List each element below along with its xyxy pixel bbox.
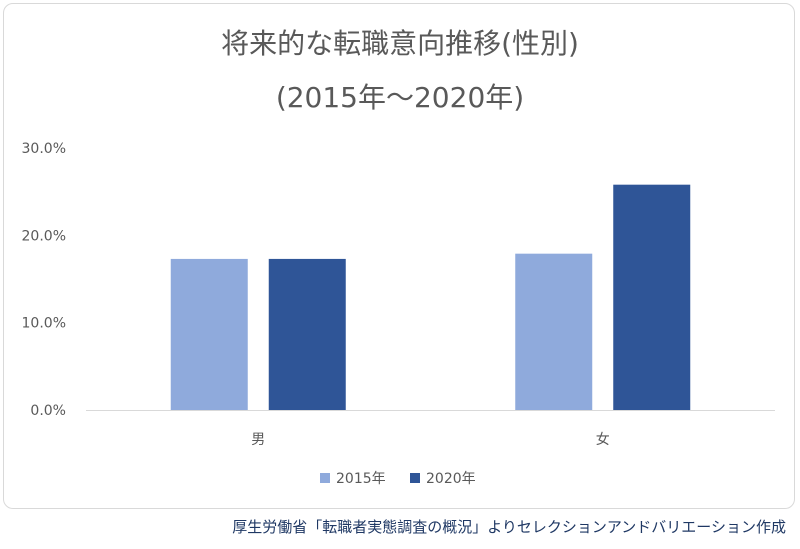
- y-tick-label: 30.0%: [22, 141, 66, 157]
- x-category-label: 女: [596, 431, 610, 448]
- bar: [613, 184, 691, 410]
- legend-label: 2015年: [336, 471, 386, 487]
- source-note: 厚生労働省「転職者実態調査の概況」よりセレクションアンドバリエーション作成: [232, 518, 786, 536]
- chart-title-line1: 将来的な転職意向推移(性別): [221, 27, 579, 60]
- y-tick-label: 0.0%: [30, 403, 66, 419]
- y-tick-label: 20.0%: [22, 228, 66, 244]
- chart-title-line2: (2015年～2020年): [275, 81, 525, 114]
- legend-label: 2020年: [426, 471, 476, 487]
- x-category-label: 男: [251, 432, 265, 448]
- bar: [170, 258, 248, 410]
- legend-swatch: [410, 473, 420, 483]
- y-tick-label: 10.0%: [22, 316, 66, 332]
- bar: [515, 253, 593, 410]
- bar: [268, 258, 346, 410]
- legend-swatch: [320, 473, 330, 483]
